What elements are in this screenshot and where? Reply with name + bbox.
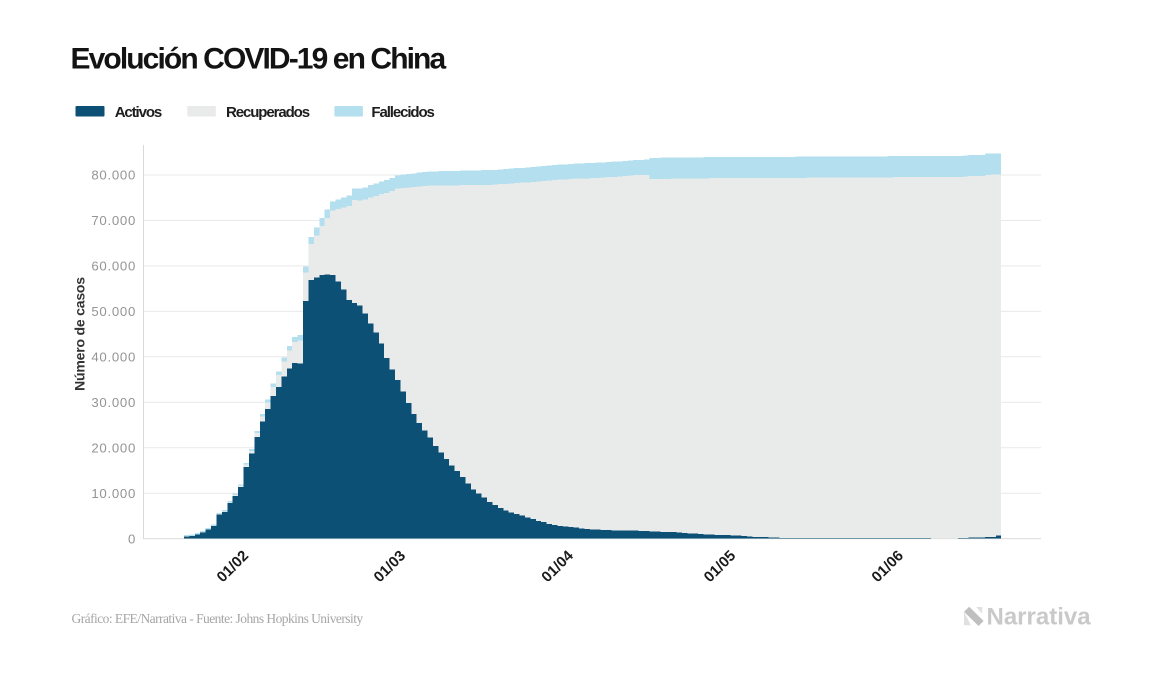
- svg-text:Número de casos: Número de casos: [72, 277, 88, 391]
- svg-text:40.000: 40.000: [91, 350, 136, 365]
- svg-text:Activos: Activos: [115, 104, 162, 121]
- svg-text:80.000: 80.000: [91, 168, 136, 183]
- svg-text:30.000: 30.000: [91, 395, 136, 410]
- svg-text:10.000: 10.000: [91, 486, 136, 501]
- svg-text:60.000: 60.000: [91, 259, 136, 274]
- svg-text:Fallecidos: Fallecidos: [371, 104, 434, 121]
- svg-text:0: 0: [128, 531, 136, 546]
- svg-text:20.000: 20.000: [91, 440, 136, 455]
- svg-text:Recuperados: Recuperados: [226, 104, 310, 121]
- svg-text:Evolución COVID-19 en China: Evolución COVID-19 en China: [71, 43, 447, 76]
- svg-text:70.000: 70.000: [91, 213, 136, 228]
- svg-text:50.000: 50.000: [91, 304, 136, 319]
- svg-text:Narrativa: Narrativa: [987, 604, 1092, 631]
- svg-text:Gráfico: EFE/Narrativa - Fuent: Gráfico: EFE/Narrativa - Fuente: Johns H…: [72, 611, 364, 626]
